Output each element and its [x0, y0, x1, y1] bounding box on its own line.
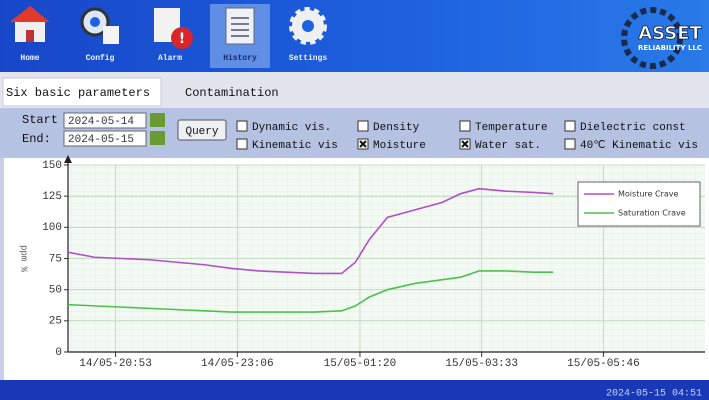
- tool-label: Alarm: [158, 54, 182, 63]
- checkbox[interactable]: [565, 139, 575, 149]
- checkbox[interactable]: [237, 139, 247, 149]
- checkbox-label: Density: [373, 122, 420, 134]
- x-tick-label: 14/05-20:53: [79, 358, 152, 370]
- end-calendar[interactable]: [150, 131, 165, 145]
- y-tick-label: 50: [49, 285, 62, 297]
- query-button-label: Query: [185, 126, 218, 138]
- start-calendar[interactable]: [150, 113, 165, 127]
- y-tick-label: 125: [42, 191, 62, 203]
- status-bar: [0, 380, 709, 400]
- checkbox-label: Temperature: [475, 122, 548, 134]
- logo-title: ASSET: [638, 23, 702, 44]
- checkbox-label: Moisture: [373, 140, 426, 152]
- y-tick-label: 75: [49, 253, 62, 265]
- x-tick-label: 14/05-23:06: [201, 358, 274, 370]
- checkbox[interactable]: [237, 121, 247, 131]
- x-tick-label: 15/05-01:20: [324, 358, 397, 370]
- legend-label: Saturation Crave: [618, 209, 686, 218]
- start-date: 2024-05-14: [68, 116, 134, 128]
- y-tick-label: 25: [49, 316, 62, 328]
- logo-subtitle: RELIABILITY LLC: [638, 44, 702, 52]
- checkbox[interactable]: [460, 121, 470, 131]
- tool-label: Home: [20, 54, 39, 63]
- tool-label: Config: [86, 54, 115, 63]
- checkbox-label: Dynamic vis.: [252, 122, 331, 134]
- x-tick-label: 15/05-05:46: [567, 358, 640, 370]
- tab-label: Contamination: [185, 86, 279, 100]
- checkbox-label: Dielectric const: [580, 122, 686, 134]
- checkbox[interactable]: [565, 121, 575, 131]
- status-time: 2024-05-15 04:51: [606, 389, 702, 400]
- y-tick-label: 100: [42, 222, 62, 234]
- y-tick-label: 0: [55, 347, 62, 359]
- start-label: Start: [22, 113, 58, 127]
- checkbox-label: Water sat.: [475, 140, 541, 152]
- checkbox-label: 40℃ Kinematic vis: [580, 140, 698, 152]
- tab-label: Six basic parameters: [6, 86, 150, 100]
- tool-label: Settings: [289, 54, 328, 63]
- tool-label: History: [223, 54, 257, 63]
- y-axis-label: ppm %: [19, 245, 29, 273]
- legend-label: Moisture Crave: [618, 190, 678, 199]
- screen: ! ASSET RELIABILITY LLC 2024-05-15 04:51…: [0, 0, 709, 400]
- checkbox-label: Kinematic vis: [252, 140, 338, 152]
- checkbox[interactable]: [358, 121, 368, 131]
- y-tick-label: 150: [42, 160, 62, 172]
- x-tick-label: 15/05-03:33: [445, 358, 518, 370]
- end-label: End:: [22, 132, 51, 146]
- end-date: 2024-05-15: [68, 134, 134, 146]
